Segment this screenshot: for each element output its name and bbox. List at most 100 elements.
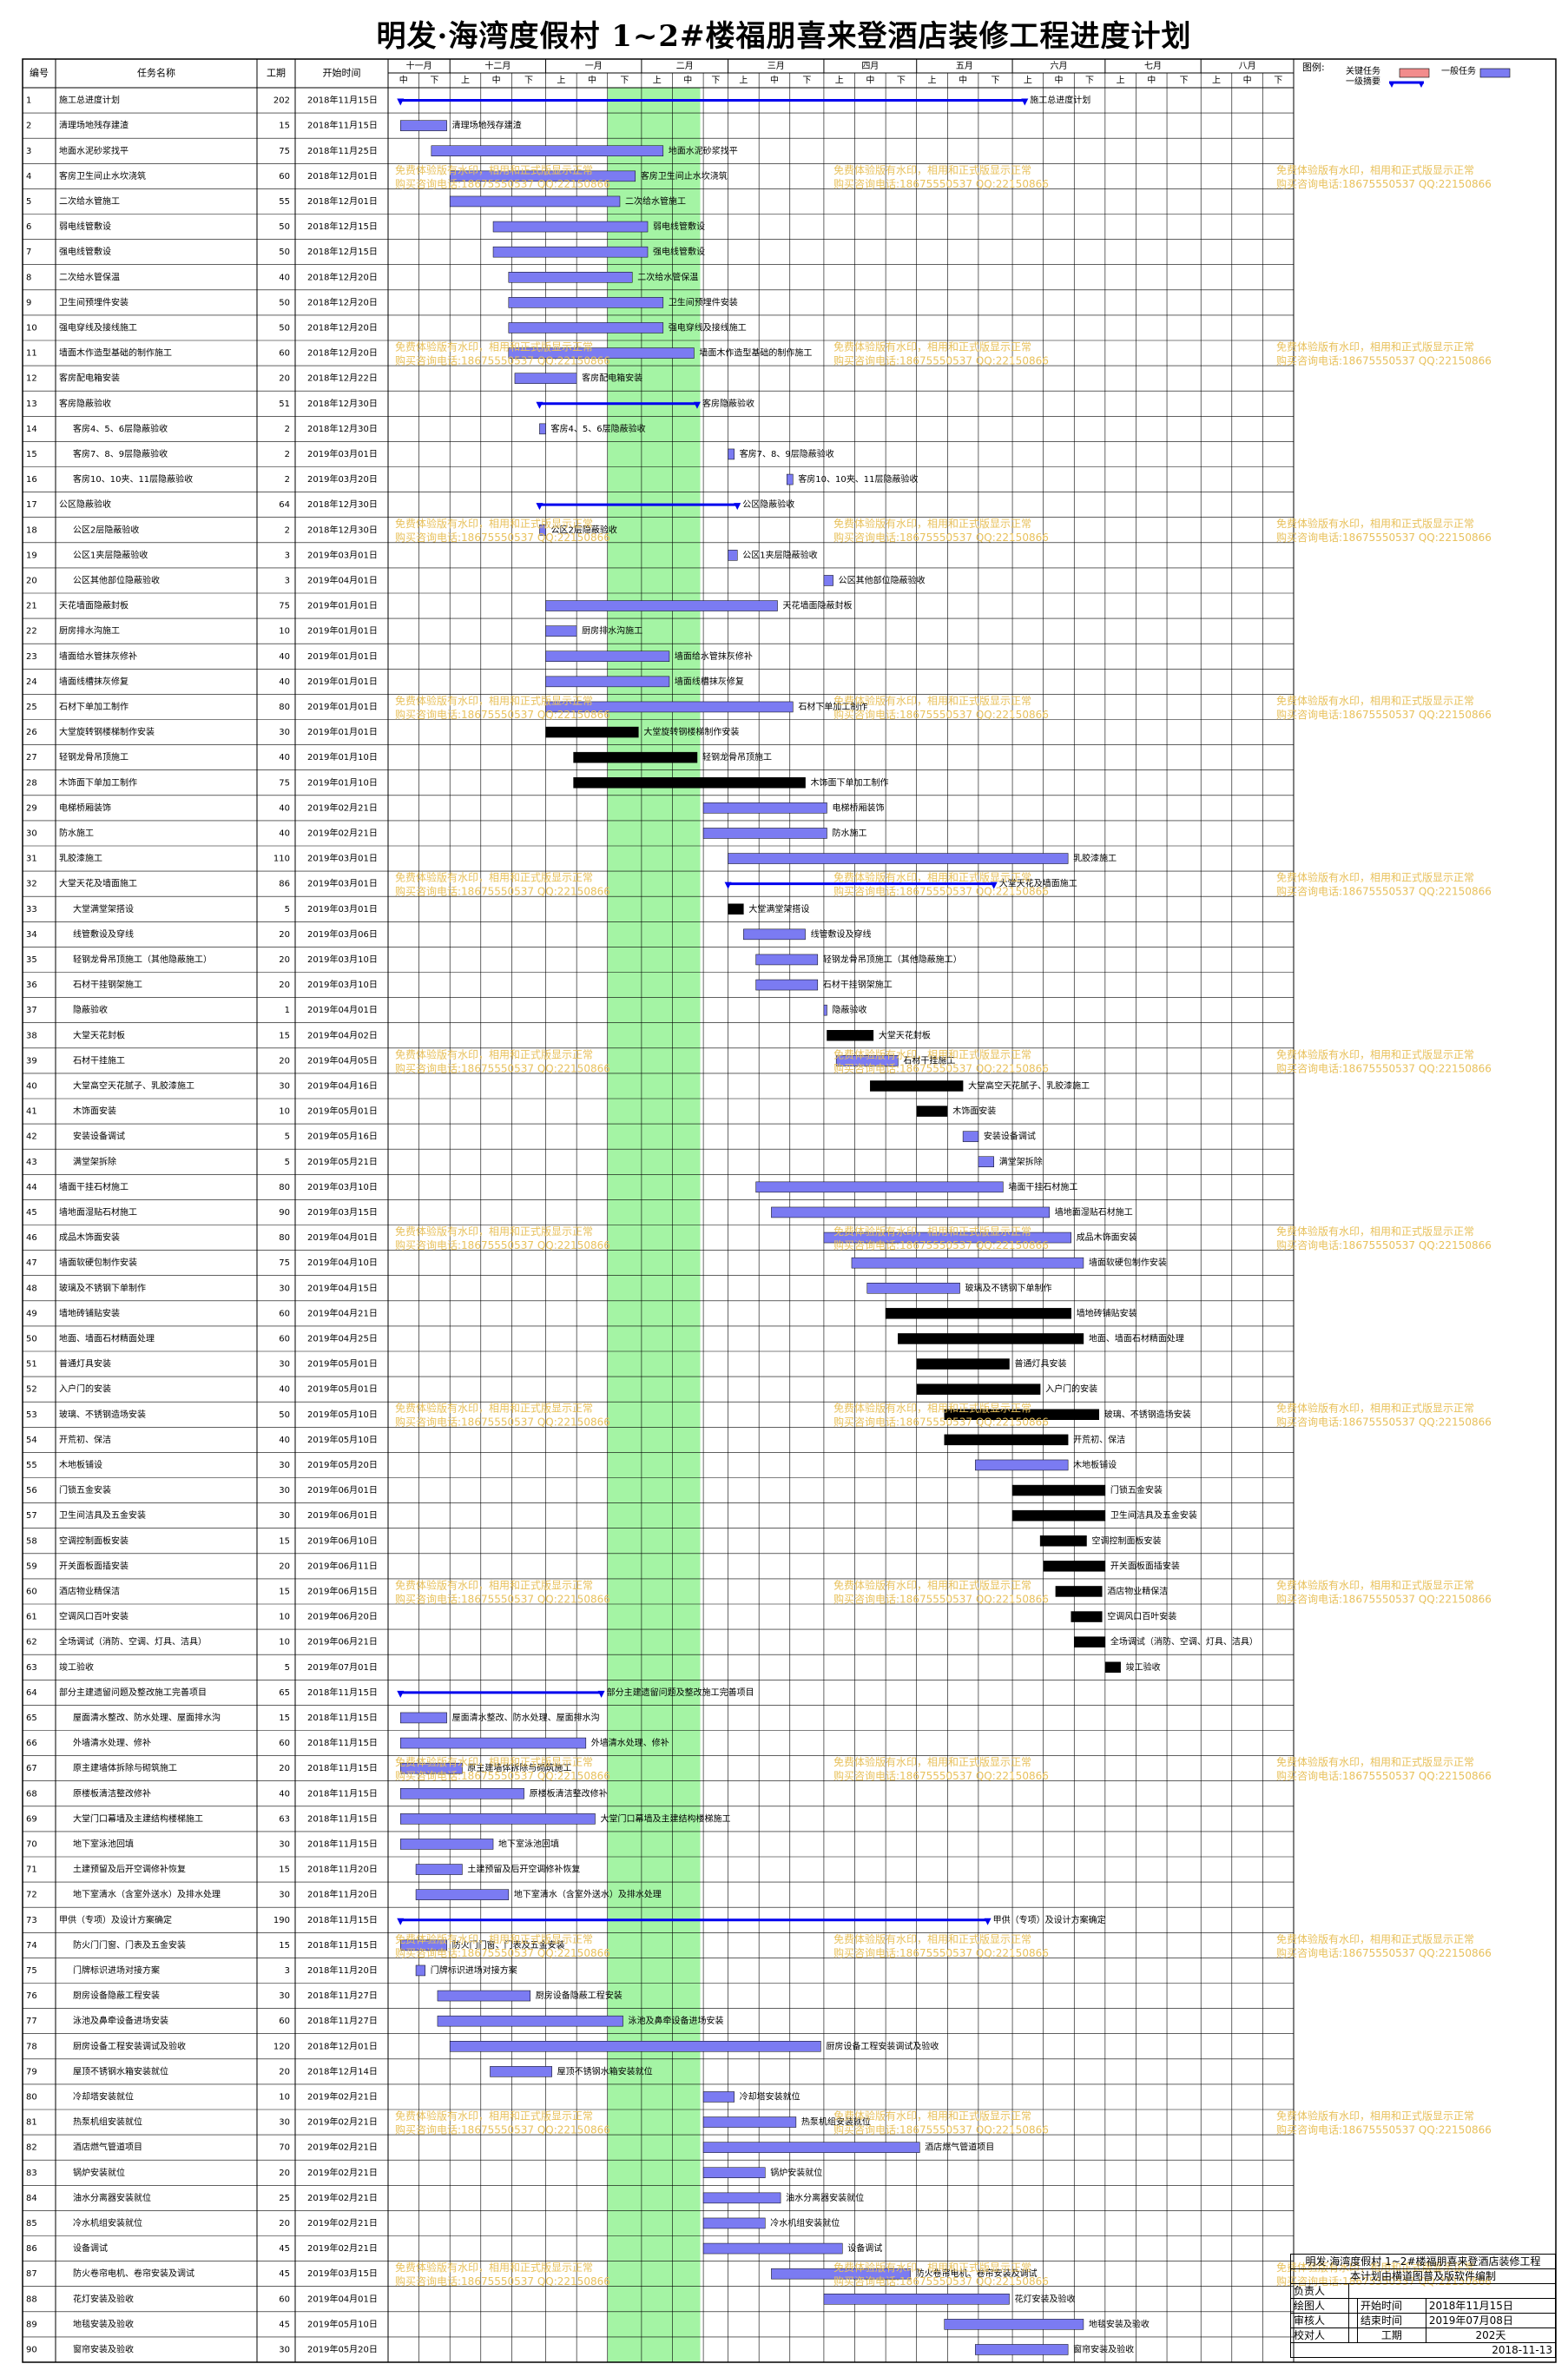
task-start: 2019年03月01日 bbox=[307, 549, 378, 560]
task-id: 49 bbox=[26, 1309, 37, 1318]
task-bar bbox=[755, 979, 819, 991]
task-name: 木饰面下单加工制作 bbox=[59, 776, 137, 788]
task-id: 28 bbox=[26, 778, 37, 788]
task-bar-label: 墙面线槽抹灰修复 bbox=[675, 676, 744, 687]
watermark-text: 免费体验版有水印，相用和正式版显示正常 bbox=[395, 2261, 593, 2274]
task-duration: 5 bbox=[285, 1663, 290, 1673]
task-duration: 30 bbox=[279, 728, 290, 737]
task-name: 地下室清水（含室外送水）及排水处理 bbox=[73, 1889, 221, 1900]
task-duration: 10 bbox=[279, 627, 290, 637]
task-bar-label: 天花墙面隐蔽封板 bbox=[783, 600, 853, 611]
task-start: 2018年11月27日 bbox=[307, 2015, 378, 2026]
task-start: 2019年03月10日 bbox=[307, 1181, 378, 1192]
task-id: 61 bbox=[26, 1613, 37, 1622]
task-id: 37 bbox=[26, 1006, 37, 1015]
task-name: 设备调试 bbox=[73, 2242, 108, 2254]
task-bar-label: 防火卷帘电机、卷帘安装及调试 bbox=[916, 2268, 1038, 2279]
task-start: 2019年03月06日 bbox=[307, 928, 378, 940]
task-duration: 10 bbox=[279, 1107, 290, 1117]
task-duration: 20 bbox=[279, 981, 290, 990]
task-start: 2018年11月15日 bbox=[307, 120, 378, 131]
task-bar bbox=[851, 1257, 1084, 1269]
task-id: 1 bbox=[26, 96, 31, 106]
task-duration: 80 bbox=[279, 1183, 290, 1192]
task-start: 2019年01月01日 bbox=[307, 726, 378, 737]
task-start: 2019年04月25日 bbox=[307, 1332, 378, 1344]
task-bar bbox=[399, 1737, 587, 1749]
task-duration: 5 bbox=[285, 905, 290, 914]
watermark-text: 免费体验版有水印，相用和正式版显示正常 bbox=[395, 694, 593, 707]
task-start: 2018年12月01日 bbox=[307, 2040, 378, 2051]
task-bar bbox=[1039, 1535, 1087, 1547]
task-bar bbox=[975, 2344, 1069, 2355]
task-bar-label: 隐蔽验收 bbox=[832, 1004, 866, 1015]
info-start-label: 开始时间 bbox=[1357, 2298, 1426, 2314]
task-bar bbox=[827, 1030, 874, 1041]
period-label: 下 bbox=[991, 76, 999, 86]
month-label: 二月 bbox=[676, 61, 694, 71]
task-id: 60 bbox=[26, 1587, 37, 1596]
task-start: 2019年02月21日 bbox=[307, 2142, 378, 2153]
task-duration: 50 bbox=[279, 323, 290, 333]
task-id: 84 bbox=[26, 2194, 37, 2203]
task-id: 7 bbox=[26, 248, 31, 257]
task-start: 2019年05月21日 bbox=[307, 1156, 378, 1167]
task-start: 2018年12月30日 bbox=[307, 398, 378, 409]
task-start: 2018年11月15日 bbox=[307, 1787, 378, 1799]
task-id: 62 bbox=[26, 1638, 37, 1647]
task-duration: 63 bbox=[279, 1814, 290, 1824]
period-label: 中 bbox=[683, 75, 692, 86]
task-start: 2019年04月21日 bbox=[307, 1307, 378, 1318]
watermark-text: 免费体验版有水印，相用和正式版显示正常 bbox=[833, 163, 1031, 176]
task-start: 2019年01月01日 bbox=[307, 625, 378, 637]
task-name: 大堂天花封板 bbox=[73, 1029, 125, 1040]
task-duration: 10 bbox=[279, 1638, 290, 1647]
task-name: 石材干挂施工 bbox=[73, 1054, 125, 1066]
task-name: 轻钢龙骨吊顶施工 bbox=[59, 751, 128, 763]
task-bar-label: 窗帘安装及验收 bbox=[1073, 2343, 1134, 2354]
task-duration: 110 bbox=[273, 855, 290, 864]
task-duration: 10 bbox=[279, 1613, 290, 1622]
watermark-text: 免费体验版有水印，相用和正式版显示正常 bbox=[395, 1578, 593, 1591]
period-label: 下 bbox=[897, 76, 906, 86]
task-duration: 40 bbox=[279, 1385, 290, 1395]
task-start: 2019年05月10日 bbox=[307, 2318, 378, 2329]
task-bar bbox=[916, 1383, 1041, 1395]
task-name: 墙面木作造型基础的制作施工 bbox=[59, 347, 172, 359]
task-name: 木饰面安装 bbox=[73, 1106, 116, 1117]
task-bar bbox=[415, 1964, 425, 1977]
task-duration: 60 bbox=[279, 2017, 290, 2026]
task-duration: 30 bbox=[279, 1511, 290, 1521]
watermark-text: 购买咨询电话:18675550537 QQ:22150866 bbox=[1276, 1416, 1492, 1429]
task-bar-label: 原楼板清洁整改修补 bbox=[530, 1787, 608, 1799]
period-label: 下 bbox=[802, 76, 811, 86]
task-bar bbox=[508, 347, 695, 359]
task-start: 2019年06月10日 bbox=[307, 1535, 378, 1546]
task-bar bbox=[702, 2116, 797, 2128]
task-start: 2019年01月01日 bbox=[307, 650, 378, 662]
task-bar bbox=[545, 676, 670, 688]
task-start: 2019年05月20日 bbox=[307, 2343, 378, 2354]
task-id: 19 bbox=[26, 551, 37, 560]
task-id: 78 bbox=[26, 2042, 37, 2051]
task-id: 80 bbox=[26, 2092, 37, 2102]
task-bar bbox=[492, 246, 649, 258]
task-bar-label: 开关面板面插安装 bbox=[1110, 1560, 1180, 1571]
task-duration: 64 bbox=[279, 500, 290, 510]
task-id: 71 bbox=[26, 1865, 37, 1875]
period-label: 中 bbox=[588, 75, 596, 86]
watermark-text: 购买咨询电话:18675550537 QQ:22150866 bbox=[395, 1769, 610, 1782]
task-bar bbox=[1071, 1611, 1103, 1622]
task-name: 强电穿线及接线施工 bbox=[59, 321, 137, 333]
task-name: 原楼板清洁整改修补 bbox=[73, 1787, 151, 1799]
task-name: 客房7、8、9层隐蔽验收 bbox=[73, 448, 168, 459]
task-bar-label: 墙地砖铺贴安装 bbox=[1077, 1307, 1137, 1318]
task-bar bbox=[508, 297, 664, 308]
legend-normal-label: 一般任务 bbox=[1441, 65, 1476, 76]
task-start: 2018年12月14日 bbox=[307, 2065, 378, 2077]
watermark-text: 购买咨询电话:18675550537 QQ:22150866 bbox=[395, 177, 610, 190]
task-bar bbox=[399, 1839, 494, 1850]
task-bar-label: 冷却塔安装就位 bbox=[740, 2090, 800, 2102]
task-name: 开荒初、保洁 bbox=[59, 1434, 111, 1445]
task-name: 隐蔽验收 bbox=[73, 1004, 108, 1015]
